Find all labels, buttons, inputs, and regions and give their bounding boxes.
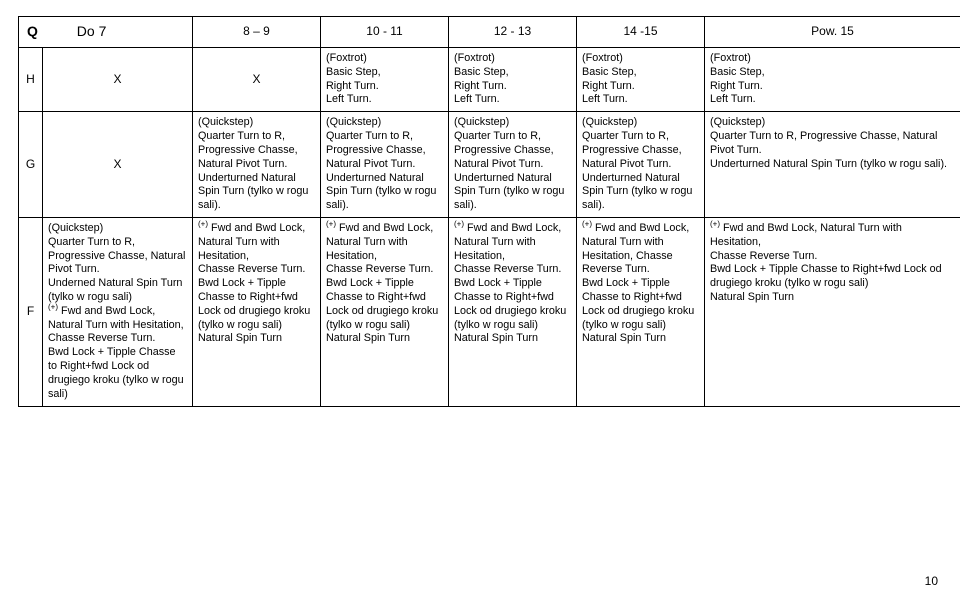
- row-G-c5: (Quickstep)Quarter Turn to R, Progressiv…: [577, 112, 705, 218]
- row-F-c2: (+) Fwd and Bwd Lock, Natural Turn with …: [193, 217, 321, 406]
- row-F-c4-sup: (+): [454, 219, 464, 228]
- header-col-6: Pow. 15: [705, 17, 960, 48]
- header-col-2: 8 – 9: [193, 17, 321, 48]
- page: Q Do 7 8 – 9 10 - 11 12 - 13 14 -15 Pow.…: [0, 0, 960, 606]
- header-col-3: 10 - 11: [321, 17, 449, 48]
- row-F-c6: (+) Fwd and Bwd Lock, Natural Turn with …: [705, 217, 960, 406]
- row-F-c2-text: Fwd and Bwd Lock, Natural Turn with Hesi…: [198, 222, 310, 345]
- header-row: Q Do 7 8 – 9 10 - 11 12 - 13 14 -15 Pow.…: [19, 17, 960, 48]
- row-H-c3: (Foxtrot)Basic Step,Right Turn.Left Turn…: [321, 48, 449, 112]
- row-F-c5-text: Fwd and Bwd Lock, Natural Turn with Hesi…: [582, 222, 694, 345]
- row-G-c2: (Quickstep)Quarter Turn to R, Progressiv…: [193, 112, 321, 218]
- row-F-c3-text: Fwd and Bwd Lock, Natural Turn with Hesi…: [326, 222, 438, 345]
- row-H-c4: (Foxtrot)Basic Step,Right Turn.Left Turn…: [449, 48, 577, 112]
- syllabus-table: Q Do 7 8 – 9 10 - 11 12 - 13 14 -15 Pow.…: [18, 16, 960, 407]
- row-G-c3: (Quickstep)Quarter Turn to R, Progressiv…: [321, 112, 449, 218]
- row-G-c6: (Quickstep)Quarter Turn to R, Progressiv…: [705, 112, 960, 218]
- row-F-c2-sup: (+): [198, 219, 208, 228]
- row-F-c4: (+) Fwd and Bwd Lock, Natural Turn with …: [449, 217, 577, 406]
- row-H-c6: (Foxtrot)Basic Step,Right Turn.Left Turn…: [705, 48, 960, 112]
- page-number: 10: [925, 574, 938, 588]
- row-H-c5: (Foxtrot)Basic Step,Right Turn.Left Turn…: [577, 48, 705, 112]
- row-F-c3: (+) Fwd and Bwd Lock, Natural Turn with …: [321, 217, 449, 406]
- row-H-c1: X: [43, 48, 193, 112]
- row-F-c5-sup: (+): [582, 219, 592, 228]
- header-col-5: 14 -15: [577, 17, 705, 48]
- header-q-text: Q: [27, 23, 38, 39]
- row-G-c4: (Quickstep)Quarter Turn to R, Progressiv…: [449, 112, 577, 218]
- row-F: F (Quickstep)Quarter Turn to R, Progress…: [19, 217, 960, 406]
- header-col-4: 12 - 13: [449, 17, 577, 48]
- header-q: Q Do 7: [19, 17, 193, 48]
- row-H-c2: X: [193, 48, 321, 112]
- row-H-letter: H: [19, 48, 43, 112]
- row-F-c5: (+) Fwd and Bwd Lock, Natural Turn with …: [577, 217, 705, 406]
- row-F-c3-sup: (+): [326, 219, 336, 228]
- row-F-c1-text-a: (Quickstep)Quarter Turn to R, Progressiv…: [48, 222, 185, 303]
- row-G-letter: G: [19, 112, 43, 218]
- row-F-c1-sup: (+): [48, 302, 58, 311]
- row-F-letter: F: [19, 217, 43, 406]
- row-H: H X X (Foxtrot)Basic Step,Right Turn.Lef…: [19, 48, 960, 112]
- row-F-c4-text: Fwd and Bwd Lock, Natural Turn with Hesi…: [454, 222, 566, 345]
- row-F-c1-text-b: Fwd and Bwd Lock, Natural Turn with Hesi…: [48, 305, 184, 400]
- row-F-c6-sup: (+): [710, 219, 720, 228]
- header-col-1: Do 7: [77, 23, 107, 39]
- row-F-c1: (Quickstep)Quarter Turn to R, Progressiv…: [43, 217, 193, 406]
- row-G-c1: X: [43, 112, 193, 218]
- row-F-c6-text: Fwd and Bwd Lock, Natural Turn with Hesi…: [710, 222, 942, 303]
- row-G: G X (Quickstep)Quarter Turn to R, Progre…: [19, 112, 960, 218]
